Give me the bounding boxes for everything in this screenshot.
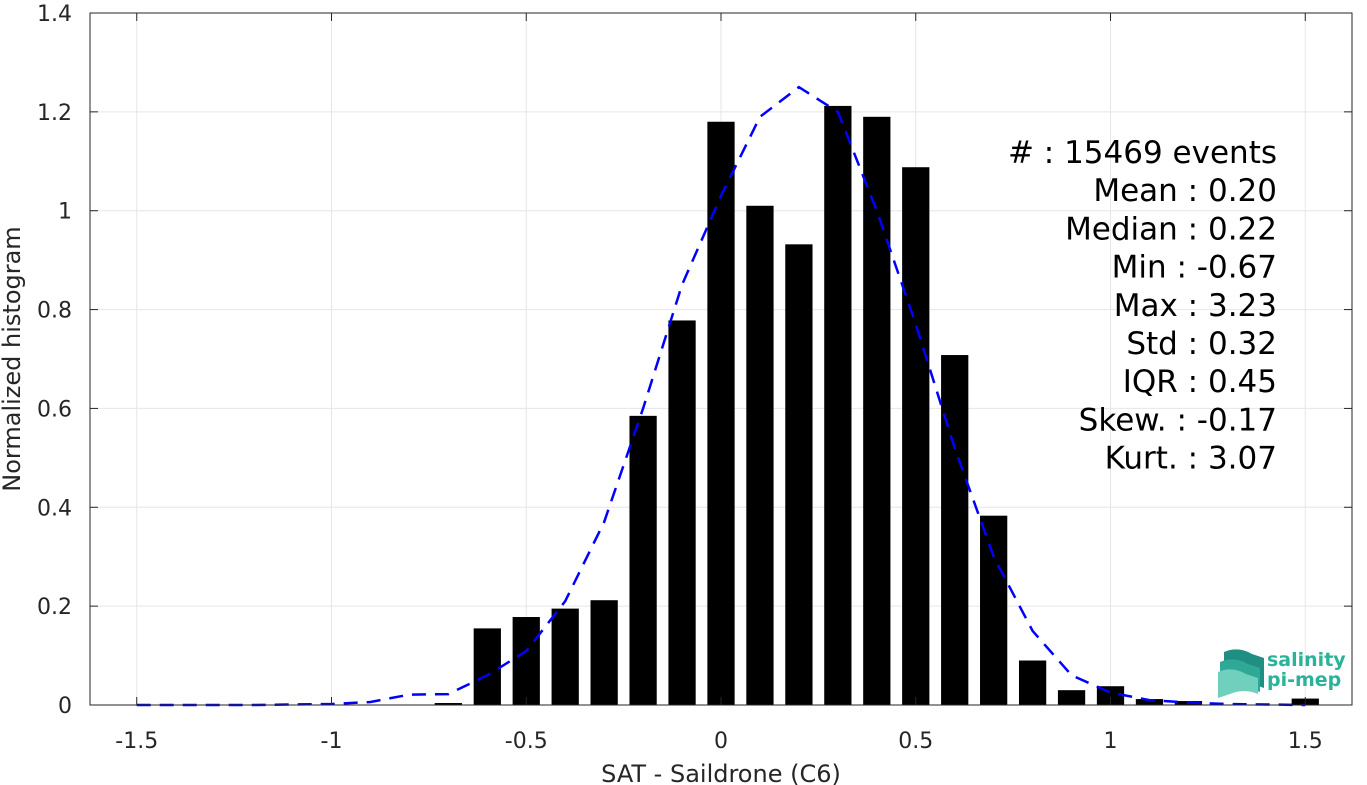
logo-waves-icon bbox=[1218, 649, 1264, 698]
stat-line: Min : -0.67 bbox=[1112, 250, 1277, 286]
stat-line: Kurt. : 3.07 bbox=[1105, 441, 1277, 477]
histogram-bars bbox=[434, 105, 1319, 706]
histogram-bar bbox=[824, 105, 852, 705]
y-tick-label: 1 bbox=[58, 200, 72, 225]
logo-text-pimep: pi-mep bbox=[1267, 669, 1341, 691]
x-tick-label: 0.5 bbox=[898, 729, 933, 754]
histogram-bar bbox=[785, 244, 813, 705]
histogram-bar bbox=[707, 121, 735, 705]
histogram-bar bbox=[863, 116, 891, 706]
stat-line: IQR : 0.45 bbox=[1123, 364, 1277, 400]
histogram-bar bbox=[1018, 660, 1047, 705]
x-tick-label: -1 bbox=[321, 729, 343, 754]
x-tick-label: 0 bbox=[714, 729, 728, 754]
y-tick-label: 0.6 bbox=[37, 397, 72, 422]
y-tick-label: 0 bbox=[58, 694, 72, 719]
y-tick-label: 1.4 bbox=[37, 2, 72, 27]
histogram-bar bbox=[473, 628, 501, 705]
y-tick-label: 0.2 bbox=[37, 595, 72, 620]
stat-line: Max : 3.23 bbox=[1114, 288, 1277, 324]
histogram-bar bbox=[1057, 690, 1086, 705]
y-tick-label: 1.2 bbox=[37, 101, 72, 126]
y-tick-label: 0.4 bbox=[37, 496, 72, 521]
y-axis-label: Normalized histogram bbox=[0, 226, 26, 491]
histogram-bar bbox=[512, 617, 540, 705]
logo-text-salinity: salinity bbox=[1267, 649, 1346, 671]
stat-line: Skew. : -0.17 bbox=[1079, 402, 1277, 438]
histogram-bar bbox=[551, 608, 579, 705]
x-tick-label: 1.5 bbox=[1288, 729, 1323, 754]
salinity-pi-mep-logo: salinity pi-mep bbox=[1218, 649, 1346, 698]
stat-line: Std : 0.32 bbox=[1126, 326, 1277, 362]
x-tick-label: -1.5 bbox=[115, 729, 158, 754]
histogram-bar bbox=[1135, 699, 1164, 705]
histogram-bar bbox=[746, 205, 774, 705]
histogram-bar bbox=[434, 703, 462, 705]
x-tick-label: -0.5 bbox=[505, 729, 548, 754]
stat-line: # : 15469 events bbox=[1008, 135, 1277, 171]
stat-line: Median : 0.22 bbox=[1065, 211, 1277, 247]
stat-line: Mean : 0.20 bbox=[1093, 173, 1277, 209]
histogram-bar bbox=[590, 600, 618, 705]
histogram-bar bbox=[941, 355, 969, 705]
x-axis-label: SAT - Saildrone (C6) bbox=[601, 760, 841, 785]
histogram-bar bbox=[980, 515, 1008, 705]
histogram-bar bbox=[629, 415, 657, 705]
histogram-bar bbox=[902, 167, 930, 705]
histogram-bar bbox=[668, 320, 696, 705]
axis-ticks: -1.5 -1 -0.5 0 0.5 1 1.5 0 0.2 0.4 0.6 0.8 1 1.2 1.4 bbox=[37, 2, 1352, 754]
y-tick-label: 0.8 bbox=[37, 299, 72, 324]
x-tick-label: 1 bbox=[1104, 729, 1118, 754]
